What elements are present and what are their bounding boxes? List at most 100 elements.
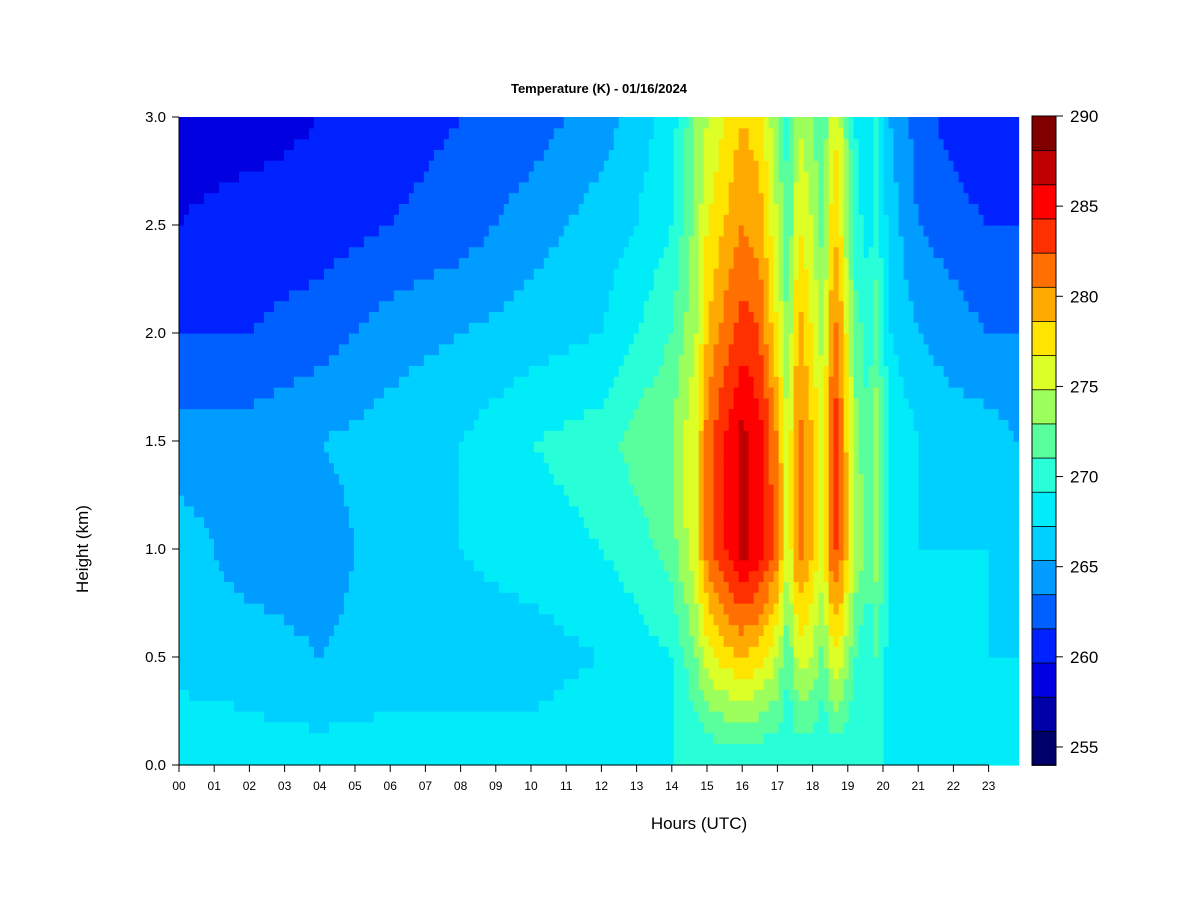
heatmap-cell	[583, 365, 590, 377]
heatmap-cell	[198, 505, 205, 518]
heatmap-cell	[528, 635, 535, 647]
heatmap-cell	[393, 732, 400, 744]
heatmap-cell	[548, 678, 555, 690]
heatmap-cell	[258, 279, 265, 291]
heatmap-cell	[348, 376, 355, 388]
heatmap-cell	[273, 527, 280, 539]
heatmap-cell	[378, 311, 385, 323]
heatmap-cell	[568, 333, 575, 345]
heatmap-cell	[253, 603, 260, 615]
heatmap-cell	[308, 160, 315, 172]
heatmap-cell	[343, 279, 350, 291]
heatmap-cell	[179, 678, 185, 690]
heatmap-cell	[453, 592, 460, 604]
heatmap-cell	[543, 743, 550, 755]
heatmap-cell	[218, 473, 225, 485]
heatmap-cell	[573, 246, 580, 258]
heatmap-cell	[488, 613, 495, 626]
heatmap-cell	[323, 527, 330, 539]
heatmap-cell	[373, 592, 380, 604]
heatmap-cell	[198, 333, 205, 345]
heatmap-cell	[198, 311, 205, 323]
heatmap-cell	[413, 711, 420, 723]
heatmap-cell	[298, 462, 305, 474]
heatmap-cell	[443, 257, 450, 269]
heatmap-cell	[308, 343, 315, 356]
heatmap-cell	[253, 419, 260, 431]
heatmap-cell	[184, 333, 190, 345]
heatmap-cell	[423, 516, 430, 528]
heatmap-cell	[468, 408, 475, 420]
heatmap-cell	[518, 441, 525, 453]
heatmap-cell	[298, 225, 305, 237]
heatmap-cell	[184, 667, 190, 680]
heatmap-cell	[508, 613, 515, 626]
heatmap-cell	[179, 160, 185, 172]
heatmap-cell	[548, 300, 555, 312]
heatmap-cell	[193, 441, 200, 453]
heatmap-cell	[198, 711, 205, 723]
heatmap-cell	[523, 484, 530, 496]
heatmap-cell	[433, 214, 440, 226]
heatmap-cell	[338, 484, 345, 496]
heatmap-cell	[423, 387, 430, 399]
heatmap-cell	[388, 613, 395, 626]
heatmap-cell	[248, 473, 255, 485]
heatmap-cell	[493, 754, 500, 766]
heatmap-cell	[223, 689, 230, 701]
heatmap-cell	[423, 322, 430, 334]
heatmap-cell	[413, 235, 420, 248]
heatmap-cell	[283, 646, 290, 658]
heatmap-cell	[343, 300, 350, 312]
heatmap-cell	[528, 581, 535, 593]
heatmap-cell	[343, 495, 350, 507]
heatmap-cell	[548, 754, 555, 766]
heatmap-cell	[208, 613, 215, 626]
heatmap-cell	[483, 495, 490, 507]
heatmap-cell	[353, 322, 360, 334]
heatmap-cell	[238, 225, 245, 237]
heatmap-cell	[488, 311, 495, 323]
heatmap-cell	[278, 257, 285, 269]
heatmap-cell	[218, 667, 225, 680]
heatmap-cell	[453, 657, 460, 669]
heatmap-cell	[413, 203, 420, 215]
heatmap-cell	[368, 527, 375, 539]
heatmap-cell	[258, 171, 265, 183]
heatmap-cell	[538, 570, 545, 582]
heatmap-cell	[393, 538, 400, 550]
heatmap-cell	[398, 635, 405, 647]
heatmap-cell	[223, 322, 230, 334]
heatmap-cell	[328, 387, 335, 399]
heatmap-cell	[593, 743, 600, 755]
heatmap-cell	[283, 516, 290, 528]
heatmap-cell	[458, 495, 465, 507]
heatmap-cell	[373, 311, 380, 323]
heatmap-cell	[528, 289, 535, 302]
heatmap-cell	[218, 527, 225, 539]
heatmap-cell	[303, 279, 310, 291]
heatmap-cell	[203, 516, 210, 528]
heatmap-cell	[463, 646, 470, 658]
heatmap-cell	[488, 333, 495, 345]
heatmap-cell	[458, 343, 465, 356]
heatmap-cell	[438, 160, 445, 172]
heatmap-cell	[258, 646, 265, 658]
heatmap-cell	[513, 214, 520, 226]
heatmap-cell	[288, 570, 295, 582]
heatmap-cell	[503, 138, 510, 150]
heatmap-cell	[243, 160, 250, 172]
heatmap-cell	[368, 214, 375, 226]
heatmap-cell	[563, 149, 570, 161]
heatmap-cell	[248, 689, 255, 701]
heatmap-cell	[488, 149, 495, 161]
heatmap-cell	[468, 322, 475, 334]
heatmap-cell	[193, 721, 200, 734]
heatmap-cell	[493, 397, 500, 410]
heatmap-cell	[423, 451, 430, 464]
heatmap-cell	[563, 570, 570, 582]
heatmap-cell	[573, 430, 580, 442]
heatmap-cell	[268, 549, 275, 561]
heatmap-cell	[473, 603, 480, 615]
heatmap-cell	[228, 700, 235, 712]
